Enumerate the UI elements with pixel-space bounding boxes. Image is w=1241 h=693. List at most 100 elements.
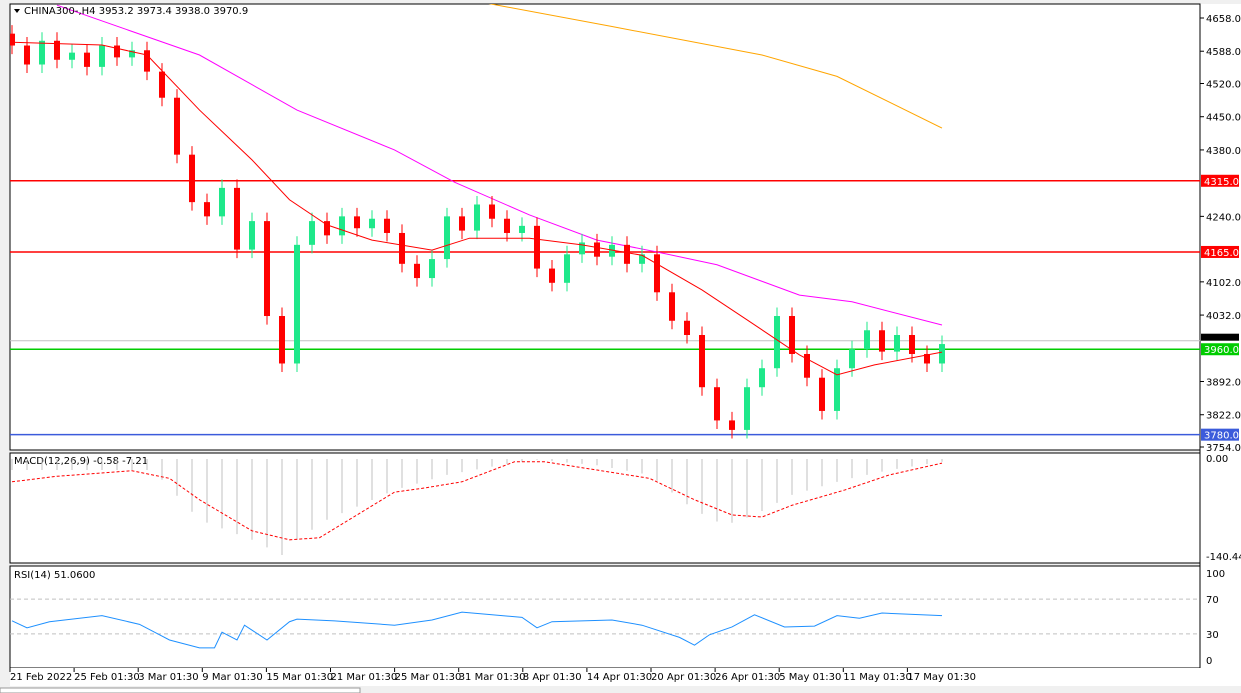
time-tick-label: 5 May 01:30: [779, 672, 841, 683]
current-price-badge: [1201, 333, 1239, 341]
rsi-axis-label: 100: [1206, 569, 1225, 580]
rsi-axis-label: 30: [1206, 630, 1219, 641]
time-tick-label: 20 Apr 01:30: [651, 672, 716, 683]
price-tick-label: 4658.0: [1206, 14, 1241, 25]
candle-bullish: [99, 45, 105, 67]
level-price-label: 3960.0: [1204, 345, 1239, 356]
candle-bearish: [144, 50, 150, 72]
rsi-panel: [9, 565, 1201, 669]
candle-bearish: [234, 187, 240, 250]
candle-bullish: [579, 242, 585, 255]
candle-bullish: [759, 368, 765, 388]
candle-bullish: [864, 330, 870, 350]
price-tick-label: 3754.0: [1206, 443, 1241, 454]
rsi-label: RSI(14) 51.0600: [14, 570, 95, 581]
candle-bearish: [324, 221, 330, 236]
candle-bearish: [879, 330, 885, 352]
price-tick-label: 4588.0: [1206, 47, 1241, 58]
level-price-label: 4315.0: [1204, 177, 1239, 188]
time-tick-label: 9 Mar 01:30: [202, 672, 262, 683]
candle-bullish: [129, 50, 135, 58]
candle-bearish: [624, 244, 630, 264]
candle-bullish: [39, 40, 45, 65]
candle-bullish: [474, 204, 480, 231]
macd-axis-label: -140.44: [1206, 552, 1241, 563]
level-price-label: 3780.0: [1204, 431, 1239, 442]
time-tick-label: 17 May 01:30: [907, 672, 976, 683]
main-panel: [9, 3, 1201, 451]
price-tick-label: 3892.0: [1206, 378, 1241, 389]
price-tick-label: 4032.0: [1206, 311, 1241, 322]
candle-bullish: [219, 187, 225, 217]
candle-bearish: [399, 232, 405, 264]
candle-bearish: [10, 33, 15, 46]
candle-bearish: [354, 216, 360, 229]
candle-bearish: [819, 377, 825, 411]
price-tick-label: 4380.0: [1206, 146, 1241, 157]
moving-average-mid-line: [56, 4, 943, 326]
candle-bearish: [489, 204, 495, 219]
candle-bullish: [309, 221, 315, 245]
candle-bearish: [114, 45, 120, 58]
price-tick-label: 3822.0: [1206, 411, 1241, 422]
dropdown-triangle-icon: [14, 9, 20, 13]
candle-bearish: [189, 154, 195, 203]
candle-bearish: [924, 353, 930, 364]
candle-bullish: [834, 368, 840, 411]
candle-bearish: [804, 353, 810, 378]
candle-bearish: [594, 242, 600, 257]
candle-bearish: [549, 268, 555, 283]
candle-bearish: [714, 387, 720, 421]
candle-bullish: [774, 316, 780, 369]
time-tick-label: 21 Feb 2022: [10, 672, 72, 683]
symbol-header: CHINA300-,H4 3953.2 3973.4 3938.0 3970.9: [24, 6, 248, 17]
time-tick-label: 8 Apr 01:30: [523, 672, 582, 683]
candle-bearish: [204, 202, 210, 217]
price-tick-label: 4102.0: [1206, 278, 1241, 289]
candle-bullish: [894, 335, 900, 352]
candle-bullish: [519, 225, 525, 233]
candle-bearish: [279, 316, 285, 364]
candle-bearish: [534, 225, 540, 269]
candle-bearish: [504, 218, 510, 233]
time-tick-label: 15 Mar 01:30: [266, 672, 333, 683]
time-tick-label: 14 Apr 01:30: [587, 672, 652, 683]
candle-bearish: [84, 52, 90, 67]
level-price-badge: [1201, 343, 1239, 356]
macd-axis-label: 0.00: [1206, 454, 1228, 465]
candle-bearish: [459, 216, 465, 231]
time-tick-label: 25 Mar 01:30: [395, 672, 462, 683]
candle-bearish: [159, 71, 165, 98]
candle-bullish: [69, 52, 75, 60]
candle-bearish: [264, 221, 270, 317]
candle-bearish: [654, 254, 660, 293]
level-price-badge: [1201, 174, 1239, 187]
time-tick-label: 21 Mar 01:30: [331, 672, 398, 683]
time-tick-label: 26 Apr 01:30: [715, 672, 780, 683]
candle-bullish: [339, 216, 345, 236]
price-tick-label: 4450.0: [1206, 113, 1241, 124]
rsi-axis-label: 0: [1206, 656, 1212, 667]
time-tick-label: 25 Feb 01:30: [74, 672, 140, 683]
candle-bullish: [609, 244, 615, 257]
macd-signal-line: [11, 461, 943, 541]
candle-bearish: [789, 316, 795, 354]
macd-panel: [9, 452, 1201, 564]
tab-bar: [0, 687, 361, 693]
level-price-badge: [1201, 428, 1239, 441]
candle-bullish: [429, 259, 435, 279]
macd-label: MACD(12,26,9) -0.58 -7.21: [14, 456, 148, 467]
candle-bearish: [729, 420, 735, 430]
candle-bearish: [54, 40, 60, 60]
candle-bullish: [369, 218, 375, 229]
candle-bearish: [174, 97, 180, 155]
rsi-line: [11, 611, 943, 649]
candle-bullish: [639, 254, 645, 264]
candle-bullish: [849, 349, 855, 369]
candle-bullish: [939, 344, 945, 364]
candle-bearish: [909, 335, 915, 354]
candle-bullish: [564, 254, 570, 283]
time-tick-label: 3 Mar 01:30: [138, 672, 198, 683]
moving-average-slow-line: [488, 4, 943, 129]
